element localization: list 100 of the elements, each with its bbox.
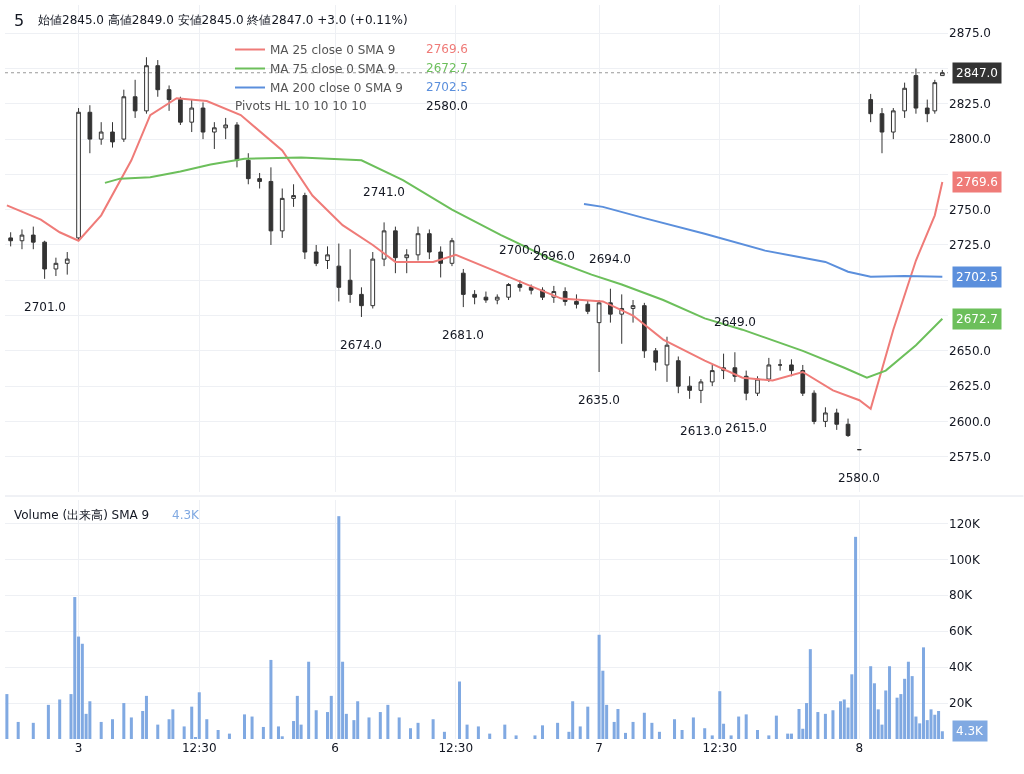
- bar: [767, 735, 771, 739]
- bar: [514, 735, 518, 739]
- bar: [533, 735, 537, 739]
- bar: [623, 732, 627, 739]
- x-tick-label: 12:30: [702, 741, 738, 755]
- bar: [838, 701, 843, 739]
- bar: [378, 712, 382, 739]
- candlestick: [743, 370, 749, 401]
- candlestick: [234, 121, 240, 168]
- candlestick: [279, 188, 285, 239]
- bar: [99, 721, 103, 739]
- bar: [156, 724, 160, 739]
- candlestick: [528, 284, 534, 295]
- annotation: 2701.0: [24, 300, 66, 314]
- candlestick: [472, 289, 477, 305]
- bar: [556, 722, 560, 739]
- annotation: Pivots HL 10 10 10 10: [235, 99, 367, 113]
- bar: [673, 719, 677, 739]
- y-tick-label: 2825.0: [949, 97, 991, 112]
- bar: [937, 710, 941, 739]
- bar: [869, 666, 873, 739]
- x-tick-label: 7: [595, 741, 603, 755]
- y-tick-label: 2575.0: [949, 449, 991, 464]
- candlestick: [664, 336, 670, 383]
- candlestick: [132, 79, 138, 119]
- y-tick-label: 20K: [949, 696, 974, 711]
- candlestick: [902, 82, 907, 119]
- bar: [276, 726, 280, 739]
- bar: [657, 731, 661, 739]
- y-tick-label: 2800.0: [949, 132, 991, 147]
- bar: [416, 722, 420, 739]
- bar: [31, 722, 35, 739]
- candlestick: [506, 282, 511, 301]
- bar: [197, 692, 201, 739]
- annotation: 2674.0: [340, 338, 382, 352]
- y-tick-label: 2750.0: [949, 202, 991, 217]
- candlestick: [313, 244, 319, 267]
- bar: [205, 719, 209, 739]
- bar: [46, 704, 50, 739]
- candlestick: [932, 79, 938, 115]
- candlestick: [642, 302, 647, 359]
- candlestick: [675, 355, 681, 394]
- candlestick: [155, 59, 161, 98]
- bar: [789, 733, 793, 739]
- bar: [88, 701, 92, 739]
- candlestick: [200, 101, 206, 140]
- candlestick: [302, 192, 308, 260]
- candlestick: [939, 69, 945, 77]
- candlestick: [370, 251, 376, 309]
- candlestick: [268, 166, 274, 246]
- text: 2769.6: [956, 175, 998, 189]
- candlestick: [8, 231, 14, 247]
- candlestick: [144, 56, 149, 115]
- candlestick: [64, 251, 70, 276]
- legend-label: MA 200 close 0 SMA 9: [270, 81, 403, 96]
- bar: [744, 714, 748, 739]
- candlestick: [630, 299, 636, 324]
- candlestick: [404, 248, 410, 274]
- bar: [58, 699, 62, 739]
- bar: [227, 733, 231, 739]
- annotation: 2681.0: [442, 328, 484, 342]
- candlestick: [845, 418, 851, 438]
- bar: [408, 728, 412, 739]
- bar: [906, 661, 910, 739]
- y-tick-label: 2725.0: [949, 238, 991, 253]
- annotation: 2580.0: [838, 471, 880, 485]
- bar: [888, 666, 892, 739]
- bar: [171, 709, 175, 739]
- bar: [250, 716, 254, 739]
- bar: [397, 717, 401, 739]
- annotation: 2694.0: [589, 252, 631, 266]
- candlestick: [257, 172, 262, 190]
- annotation: 2649.0: [714, 315, 756, 329]
- bar: [650, 722, 654, 739]
- x-tick-label: 3: [74, 741, 83, 755]
- chart-title: 5: [14, 11, 25, 30]
- line-series: [103, 156, 944, 379]
- candlestick: [347, 248, 353, 304]
- y-tick-label: 60K: [949, 624, 974, 639]
- candlestick: [483, 291, 489, 304]
- candlestick: [42, 240, 47, 280]
- bar: [808, 649, 812, 739]
- candlestick: [913, 68, 919, 115]
- x-tick-label: 12:30: [438, 741, 474, 755]
- candlestick: [87, 104, 93, 154]
- candlestick: [449, 237, 455, 267]
- line-series: [583, 203, 944, 278]
- bar: [314, 710, 318, 739]
- bar: [616, 708, 620, 739]
- annotation: 2580.0: [426, 99, 468, 113]
- annotation: 2769.6: [426, 42, 468, 56]
- x-tick-label: 6: [331, 741, 339, 755]
- candlestick: [76, 107, 81, 242]
- bar: [631, 721, 635, 739]
- candlestick: [427, 228, 432, 260]
- bar: [703, 728, 707, 739]
- candlestick: [460, 268, 466, 308]
- candlestick: [381, 221, 387, 267]
- line-series: [5, 97, 944, 410]
- bar: [597, 634, 601, 739]
